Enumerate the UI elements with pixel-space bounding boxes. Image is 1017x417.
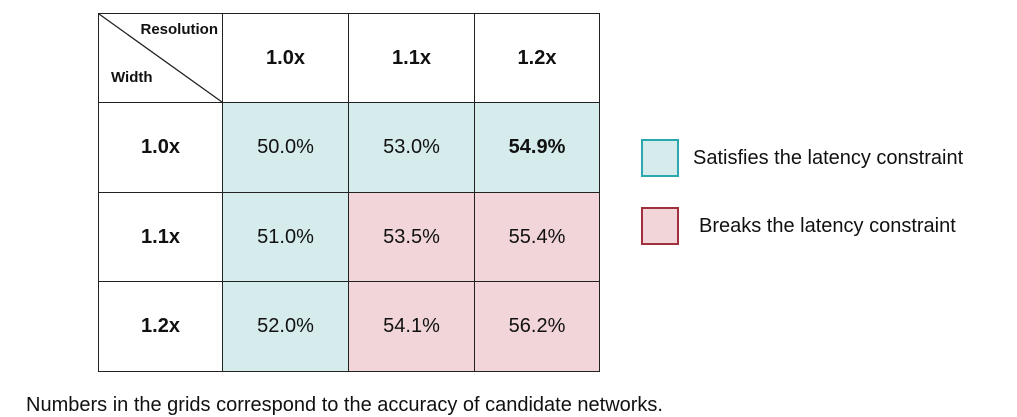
row-header: 1.2x bbox=[98, 281, 223, 372]
column-header: 1.2x bbox=[474, 13, 600, 103]
column-header: 1.0x bbox=[222, 13, 349, 103]
grid-cell: 55.4% bbox=[474, 192, 600, 282]
corner-cell: Resolution Width bbox=[98, 13, 223, 103]
accuracy-grid: Resolution Width 1.0x 1.1x 1.2x 1.0x 50.… bbox=[98, 13, 600, 372]
grid-cell: 51.0% bbox=[222, 192, 349, 282]
grid-cell: 54.9% bbox=[474, 102, 600, 193]
grid-cell: 52.0% bbox=[222, 281, 349, 372]
legend-item-satisfies: Satisfies the latency constraint bbox=[641, 139, 963, 177]
grid-cell: 53.0% bbox=[348, 102, 475, 193]
grid-cell: 54.1% bbox=[348, 281, 475, 372]
corner-diagonal bbox=[99, 14, 222, 102]
row-header: 1.1x bbox=[98, 192, 223, 282]
resolution-axis-label: Resolution bbox=[140, 21, 219, 38]
width-axis-label: Width bbox=[111, 69, 153, 86]
grid-cell: 56.2% bbox=[474, 281, 600, 372]
column-header: 1.1x bbox=[348, 13, 475, 103]
legend-label-breaks: Breaks the latency constraint bbox=[699, 214, 956, 237]
caption: Numbers in the grids correspond to the a… bbox=[26, 394, 663, 416]
legend-swatch-breaks bbox=[641, 207, 679, 245]
grid-cell: 50.0% bbox=[222, 102, 349, 193]
legend-swatch-satisfies bbox=[641, 139, 679, 177]
grid-cell: 53.5% bbox=[348, 192, 475, 282]
legend-label-satisfies: Satisfies the latency constraint bbox=[693, 146, 964, 169]
legend-item-breaks: Breaks the latency constraint bbox=[641, 207, 956, 245]
row-header: 1.0x bbox=[98, 102, 223, 193]
